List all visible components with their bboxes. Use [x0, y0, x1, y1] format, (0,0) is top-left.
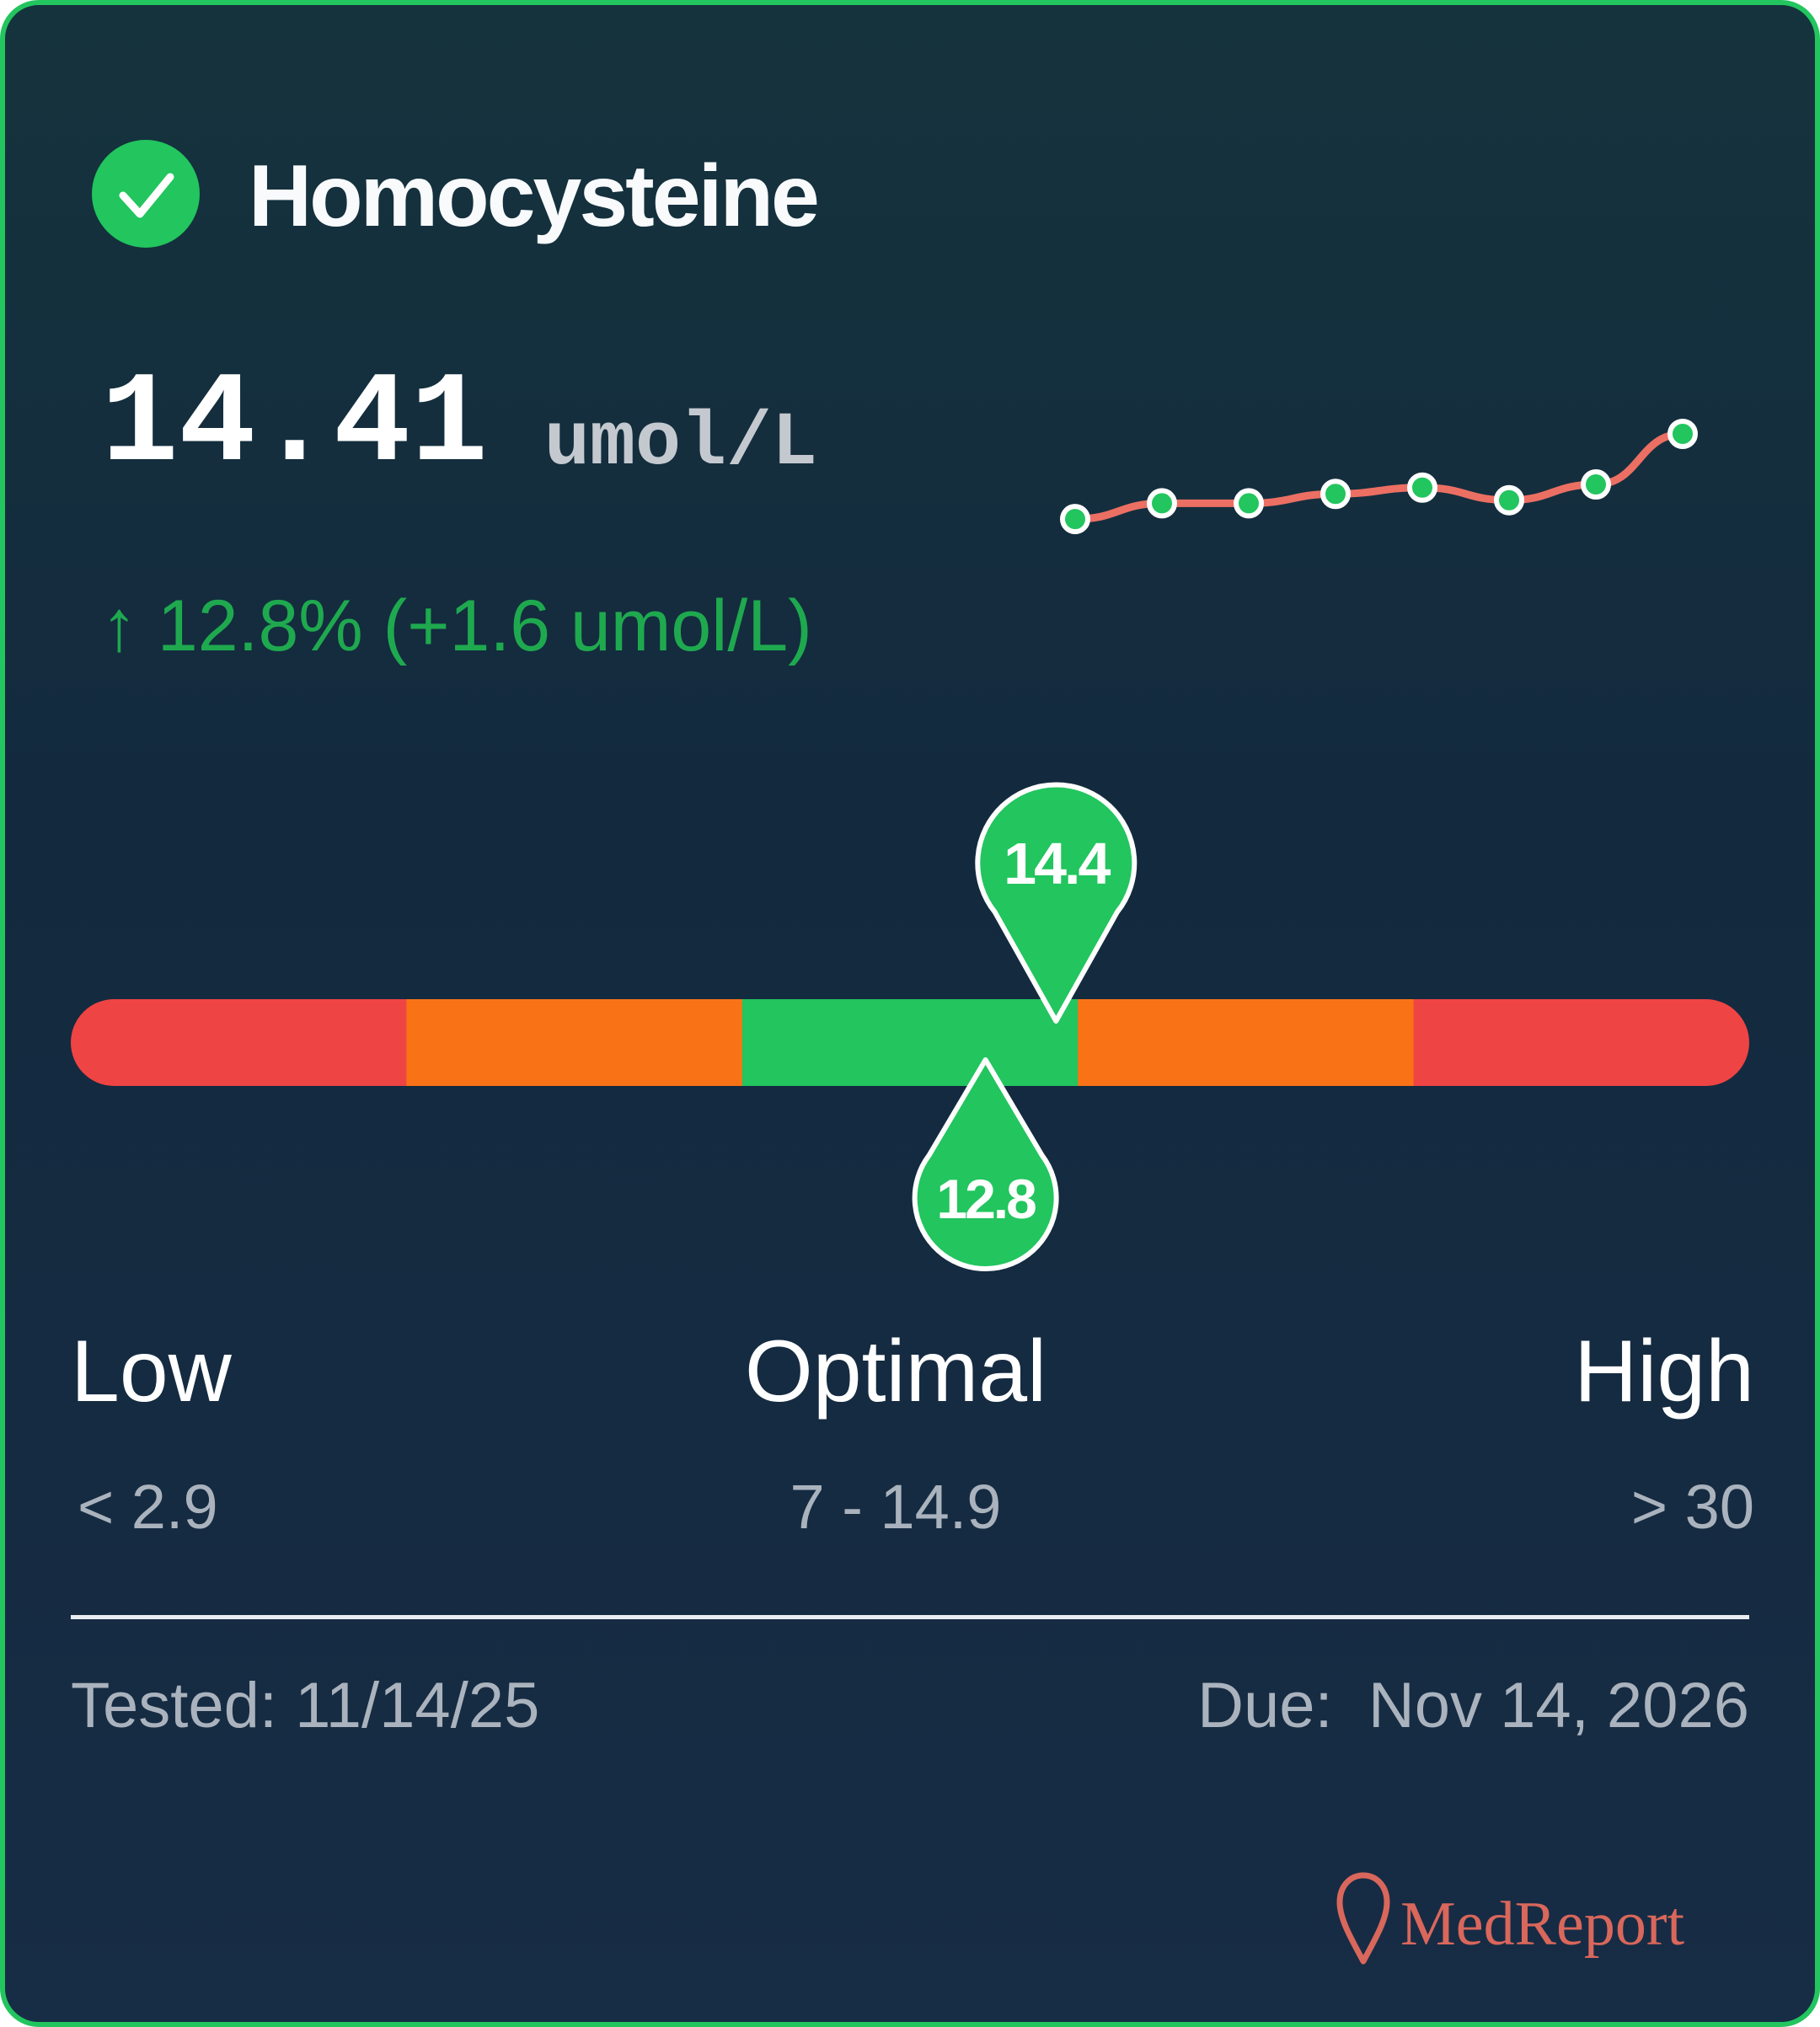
- trend-point: [1494, 484, 1524, 516]
- zone-range-optimal: 7 - 14.9: [790, 1472, 1002, 1542]
- trend-sparkline: [1060, 419, 1698, 535]
- previous-value-marker-label: 12.8: [936, 1168, 1036, 1230]
- trend-point: [1060, 504, 1090, 535]
- biomarker-unit: umol/L: [544, 401, 818, 487]
- zone-range-high: > 30: [1630, 1472, 1754, 1542]
- zone-label-high: High: [1574, 1323, 1754, 1420]
- range-segment-low-critical: [71, 999, 408, 1086]
- range-segment-optimal: [741, 999, 1079, 1086]
- biomarker-title: Homocysteine: [249, 147, 820, 245]
- current-value-marker-label: 14.4: [1004, 831, 1111, 896]
- due-date: Due: Nov 14, 2026: [1197, 1670, 1749, 1741]
- zone-range-low: < 2.9: [78, 1472, 218, 1542]
- trend-point: [1581, 469, 1611, 500]
- card-graphics: 14.4 12.8: [71, 140, 1749, 1965]
- trend-point: [1407, 472, 1437, 503]
- brand-logo: MedReport: [1400, 1890, 1685, 1959]
- map-pin-icon: [1336, 1872, 1390, 1965]
- divider: [71, 1615, 1749, 1619]
- zone-label-optimal: Optimal: [744, 1323, 1047, 1420]
- trend-point: [1667, 419, 1698, 449]
- range-bar: [71, 999, 1749, 1086]
- trend-point: [1320, 479, 1351, 510]
- trend-point: [1147, 488, 1177, 519]
- trend-point: [1234, 488, 1264, 519]
- range-segment-low: [406, 999, 743, 1086]
- change-indicator: ↑ 12.8% (+1.6 umol/L): [101, 586, 812, 666]
- range-segment-high-critical: [1413, 999, 1749, 1086]
- biomarker-value: 14.41: [101, 352, 489, 498]
- previous-value-marker: 12.8: [912, 1057, 1059, 1271]
- current-value-marker: 14.4: [975, 782, 1138, 1024]
- check-circle-icon: [92, 140, 200, 248]
- tested-date: Tested: 11/14/25: [71, 1670, 540, 1741]
- range-segment-high: [1078, 999, 1415, 1086]
- zone-label-low: Low: [71, 1323, 232, 1420]
